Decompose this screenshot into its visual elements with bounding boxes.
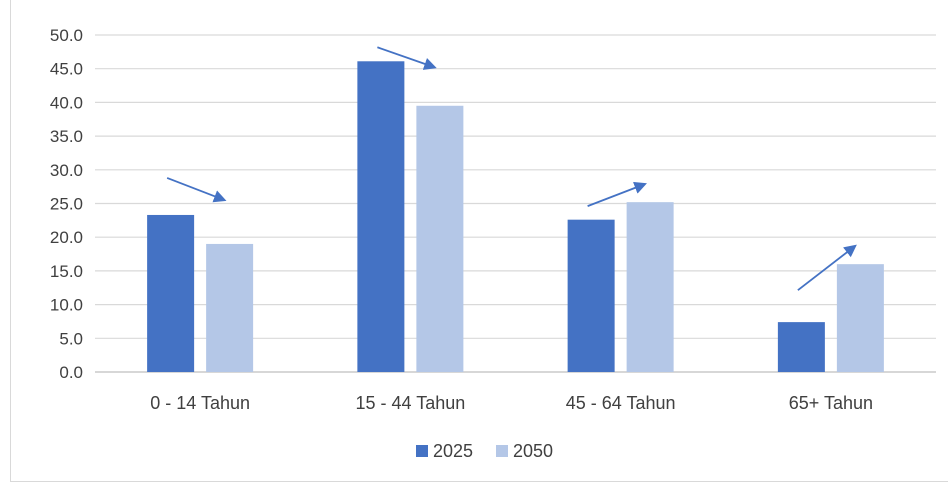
y-tick-label: 30.0 [50,161,83,180]
y-axis: 0.0 5.0 10.0 15.0 20.0 25.0 30.0 35.0 40.0 45.0 50… [50,26,83,382]
bar-2050-3 [836,264,884,372]
trend-arrow-up [797,244,857,291]
trend-arrow-down [166,177,227,203]
y-tick-label: 50.0 [50,26,83,45]
bar-2025-3 [777,322,825,372]
x-axis: 0 - 14 Tahun 15 - 44 Tahun 45 - 64 Tahun 65… [150,393,873,413]
y-tick-label: 40.0 [50,93,83,112]
category-label: 65+ Tahun [789,393,873,413]
legend-label-2050: 2050 [513,441,553,461]
legend: 2025 2050 [416,441,553,461]
legend-label-2025: 2025 [433,441,473,461]
y-tick-label: 0.0 [59,363,83,382]
y-tick-label: 35.0 [50,127,83,146]
y-tick-label: 25.0 [50,195,83,214]
legend-swatch-2025 [416,445,428,457]
bar-2025-1 [357,61,405,372]
trend-arrows [166,46,857,291]
y-tick-label: 10.0 [50,296,83,315]
bar-2025-2 [567,219,615,372]
category-label: 15 - 44 Tahun [355,393,465,413]
trend-arrow-down [377,46,437,70]
bar-chart: 0.0 5.0 10.0 15.0 20.0 25.0 30.0 35.0 40.0 45.0 50… [50,26,936,461]
y-tick-label: 15.0 [50,262,83,281]
chart-frame: 0.0 5.0 10.0 15.0 20.0 25.0 30.0 35.0 40.0 45.0 50… [10,0,948,482]
category-label: 45 - 64 Tahun [566,393,676,413]
y-tick-label: 45.0 [50,60,83,79]
bar-2025-0 [147,214,195,372]
trend-arrow-up [587,181,647,207]
y-tick-label: 20.0 [50,228,83,247]
bar-2050-0 [206,243,254,372]
bars [147,61,884,373]
y-tick-label: 5.0 [59,329,83,348]
bar-2050-2 [626,202,674,372]
category-label: 0 - 14 Tahun [150,393,250,413]
legend-swatch-2050 [496,445,508,457]
bar-2050-1 [416,105,464,373]
